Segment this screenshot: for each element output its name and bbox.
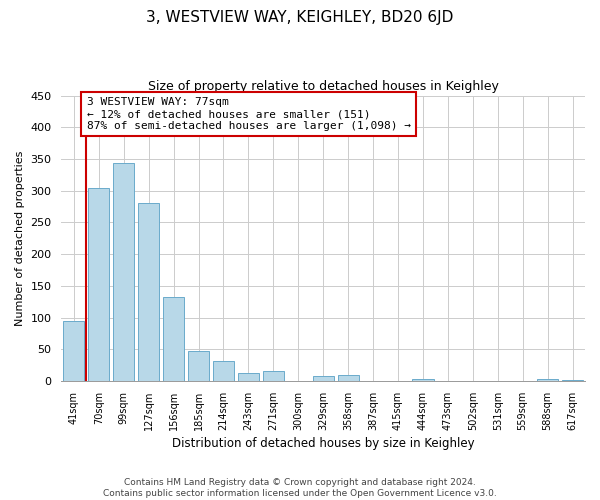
Bar [412,379,434,381]
Bar [238,372,259,381]
Bar [163,296,184,381]
Bar [338,374,359,381]
Y-axis label: Number of detached properties: Number of detached properties [15,150,25,326]
Text: 3, WESTVIEW WAY, KEIGHLEY, BD20 6JD: 3, WESTVIEW WAY, KEIGHLEY, BD20 6JD [146,10,454,25]
Bar [213,362,234,381]
Title: Size of property relative to detached houses in Keighley: Size of property relative to detached ho… [148,80,499,93]
Text: Contains HM Land Registry data © Crown copyright and database right 2024.
Contai: Contains HM Land Registry data © Crown c… [103,478,497,498]
Bar [138,204,159,381]
X-axis label: Distribution of detached houses by size in Keighley: Distribution of detached houses by size … [172,437,475,450]
Bar [88,188,109,381]
Bar [562,380,583,381]
Bar [537,379,558,381]
Bar [63,320,85,381]
Bar [113,164,134,381]
Text: 3 WESTVIEW WAY: 77sqm
← 12% of detached houses are smaller (151)
87% of semi-det: 3 WESTVIEW WAY: 77sqm ← 12% of detached … [87,98,411,130]
Bar [313,376,334,381]
Bar [188,351,209,381]
Bar [263,371,284,381]
